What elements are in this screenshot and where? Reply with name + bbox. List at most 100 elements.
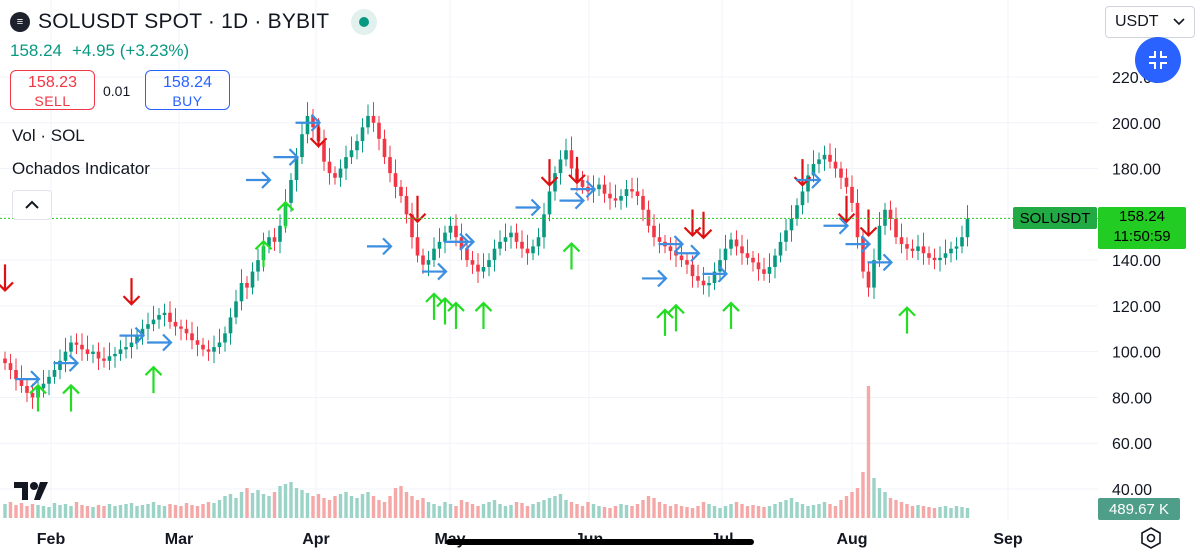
- candle-body: [734, 239, 739, 247]
- buy-signal-arrow: [276, 200, 295, 229]
- volume-bar: [3, 504, 7, 518]
- candle-body: [415, 237, 420, 256]
- candle-body: [641, 196, 645, 210]
- volume-bar: [965, 508, 970, 518]
- volume-bar: [239, 492, 244, 518]
- volume-bar: [135, 506, 139, 518]
- volume-bar: [685, 507, 689, 518]
- candle-body: [190, 333, 194, 341]
- candle-body: [624, 189, 629, 197]
- price-summary: 158.24 +4.95 (+3.23%): [10, 41, 189, 61]
- candle-body: [228, 317, 233, 334]
- volume-bar: [327, 500, 332, 518]
- candle-body: [487, 260, 491, 267]
- hold-signal-arrow: [796, 171, 822, 189]
- candle-body: [454, 225, 458, 238]
- candle-body: [168, 312, 172, 322]
- candle-body: [668, 246, 673, 251]
- candle-body: [212, 347, 216, 352]
- volume-bar: [107, 504, 112, 518]
- candle-body: [954, 246, 959, 249]
- buy-label: BUY: [172, 93, 203, 109]
- candle-body: [349, 150, 354, 158]
- candle-body: [767, 266, 772, 274]
- hold-signal-arrow: [246, 171, 272, 189]
- sell-signal-arrow: [122, 278, 141, 306]
- time-tick-label: Mar: [165, 531, 193, 548]
- volume-bar: [393, 488, 398, 518]
- volume-bar: [503, 506, 508, 518]
- indicator-legend[interactable]: Ochados Indicator: [12, 159, 150, 178]
- volume-bar: [228, 494, 233, 518]
- volume-bar: [756, 506, 761, 518]
- volume-bar: [641, 500, 645, 518]
- hold-signal-arrow: [658, 235, 685, 253]
- candle-body: [509, 232, 513, 238]
- sell-signal-arrow: [683, 209, 702, 238]
- candle-body: [938, 257, 942, 261]
- volume-bar: [839, 500, 843, 518]
- volume-bar: [129, 503, 134, 518]
- volume-bar: [459, 500, 464, 518]
- candle-body: [690, 264, 695, 277]
- volume-bar: [184, 503, 189, 518]
- volume-bar: [553, 496, 557, 518]
- volume-bar: [162, 506, 167, 518]
- candle-body: [498, 241, 502, 249]
- volume-bar: [41, 506, 46, 518]
- chevron-down-icon: [1173, 18, 1185, 26]
- collapse-legend-button[interactable]: [12, 190, 52, 220]
- candle-body: [366, 115, 370, 128]
- candle-body: [162, 312, 167, 316]
- buy-signal-arrow: [62, 383, 80, 412]
- candle-body: [932, 257, 937, 261]
- volume-bar: [817, 504, 821, 518]
- candle-body: [525, 248, 530, 254]
- volume-legend[interactable]: Vol · SOL: [12, 126, 85, 145]
- volume-bar: [872, 478, 876, 518]
- volume-bar: [883, 492, 887, 518]
- candle-body: [949, 248, 953, 254]
- sell-signal-arrow: [0, 264, 14, 292]
- tradingview-logo-icon[interactable]: [14, 480, 56, 502]
- candle-body: [437, 241, 442, 249]
- candle-body: [470, 260, 475, 265]
- buy-button[interactable]: 158.24 BUY: [145, 70, 230, 110]
- volume-bar: [690, 508, 695, 518]
- hold-signal-arrow: [675, 244, 701, 263]
- volume-bar: [96, 505, 101, 518]
- price-tick-label: 100.00: [1112, 345, 1161, 362]
- candle-body: [608, 193, 612, 199]
- time-scrollbar[interactable]: [446, 539, 754, 545]
- time-tick-label: Apr: [302, 531, 330, 548]
- candle-body: [597, 184, 601, 190]
- volume-bar: [322, 498, 326, 518]
- candle-body: [80, 344, 84, 350]
- volume-bar: [811, 505, 816, 518]
- currency-select[interactable]: USDT: [1105, 6, 1195, 38]
- volume-bar: [591, 504, 596, 518]
- volume-bar: [201, 504, 205, 518]
- price-tick-label: 80.00: [1112, 390, 1152, 407]
- symbol-title[interactable]: SOLUSDT SPOT · 1D · BYBIT: [38, 10, 330, 33]
- hold-signal-arrow: [15, 370, 41, 388]
- candle-body: [866, 271, 871, 288]
- candle-body: [679, 255, 684, 261]
- price-axis: 220.00200.00180.00160.00140.00120.00100.…: [1112, 70, 1161, 499]
- sell-button[interactable]: 158.23 SELL: [10, 70, 95, 110]
- exit-fullscreen-button[interactable]: [1135, 37, 1181, 83]
- candle-body: [129, 342, 134, 348]
- volume-bar: [569, 502, 574, 518]
- time-tick-label: Aug: [836, 531, 867, 548]
- volume-bar: [338, 494, 343, 518]
- hold-signal-arrow: [53, 354, 80, 372]
- volume-bar: [52, 503, 57, 518]
- hold-signal-arrow: [422, 262, 448, 281]
- candle-body: [531, 246, 535, 254]
- symbol-header: ≡ SOLUSDT SPOT · 1D · BYBIT: [10, 8, 378, 36]
- gear-icon[interactable]: [1139, 526, 1163, 550]
- candle-body: [217, 342, 222, 348]
- volume-bar: [784, 500, 788, 518]
- volume-bar: [124, 504, 128, 518]
